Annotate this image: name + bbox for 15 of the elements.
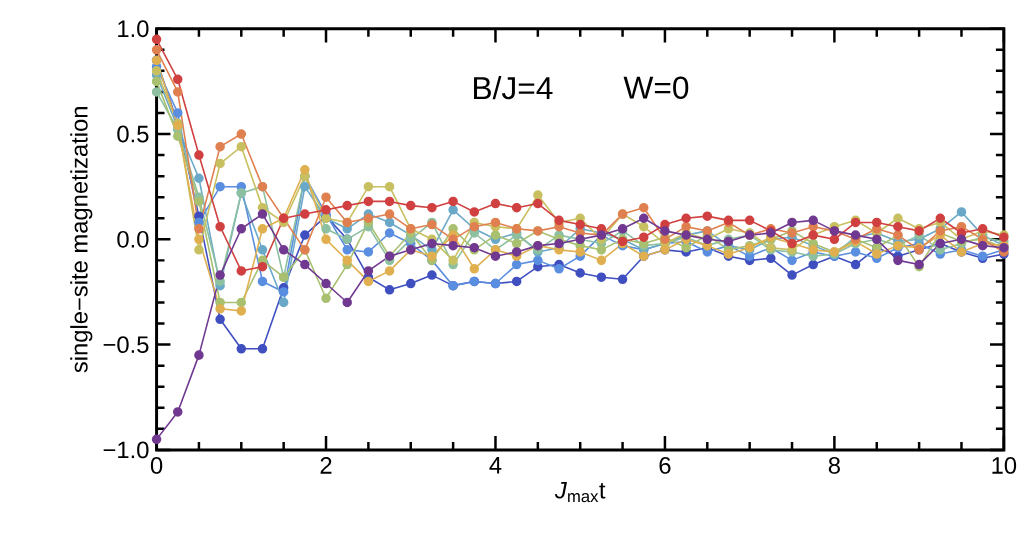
x-tick-label: 0 bbox=[150, 457, 163, 474]
x-tick-label: 4 bbox=[489, 457, 502, 474]
x-tick-label: 2 bbox=[320, 457, 332, 474]
y-tick-label: −1.0 bbox=[103, 441, 149, 459]
y-tick-label: −0.5 bbox=[103, 336, 149, 354]
y-axis-title: single−site magnetization bbox=[70, 107, 93, 373]
x-tick-label: 6 bbox=[659, 457, 671, 474]
y-tick-label: 0.0 bbox=[117, 230, 149, 248]
x-axis-title: J$_{max}$t bbox=[554, 482, 606, 503]
annotation: B/J=4 bbox=[474, 76, 553, 100]
x-tick-label: 10 bbox=[992, 457, 1017, 474]
x-tick-label: 8 bbox=[828, 457, 840, 474]
annotation: W=0 bbox=[623, 76, 689, 99]
y-tick-label: 0.5 bbox=[117, 125, 149, 143]
y-tick-label: 1.0 bbox=[118, 20, 149, 38]
